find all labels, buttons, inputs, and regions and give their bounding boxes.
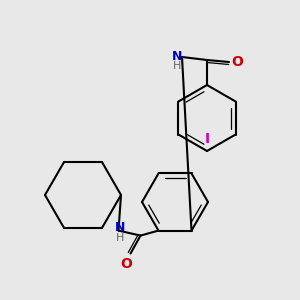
- Text: N: N: [115, 221, 126, 234]
- Text: N: N: [172, 50, 182, 62]
- Text: I: I: [204, 132, 210, 146]
- Text: H: H: [116, 232, 125, 243]
- Text: O: O: [231, 55, 243, 69]
- Text: O: O: [121, 256, 132, 271]
- Text: H: H: [173, 61, 181, 71]
